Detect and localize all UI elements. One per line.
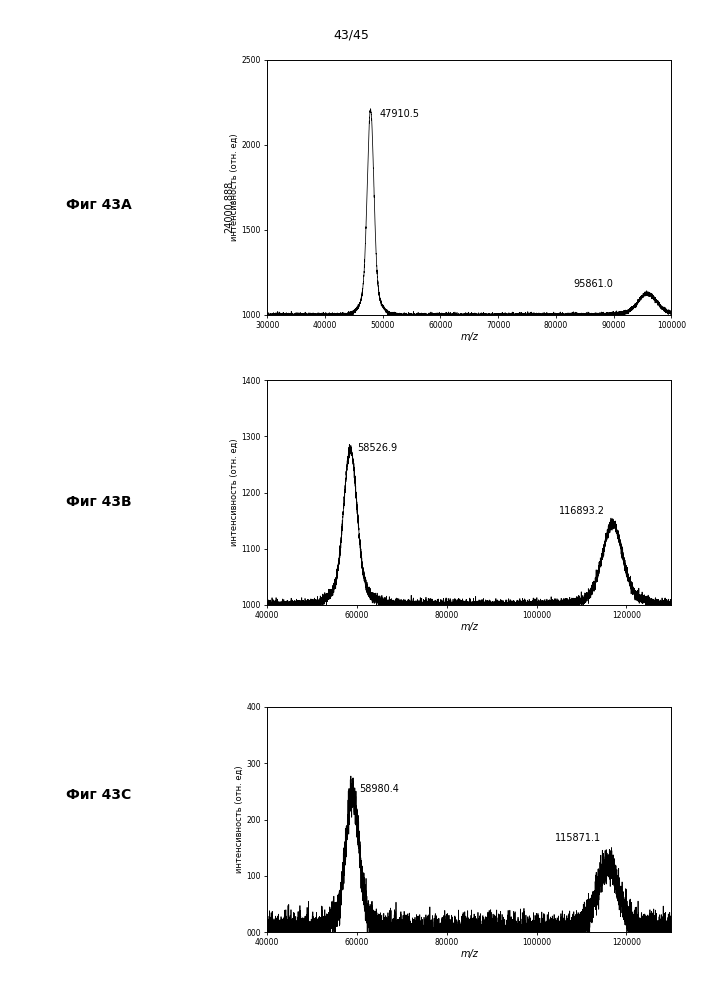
Text: 115871.1: 115871.1 — [555, 833, 601, 843]
X-axis label: m/z: m/z — [460, 949, 478, 959]
Y-axis label: интенсивность (отн. ед): интенсивность (отн. ед) — [235, 766, 243, 873]
Text: 24000,888: 24000,888 — [224, 181, 235, 233]
Text: 58526.9: 58526.9 — [357, 443, 397, 453]
Text: Фиг 43C: Фиг 43C — [66, 788, 131, 802]
Text: Фиг 43A: Фиг 43A — [65, 198, 131, 212]
Text: 43/45: 43/45 — [333, 28, 370, 41]
X-axis label: m/z: m/z — [460, 622, 478, 632]
Y-axis label: интенсивность (отн. ед): интенсивность (отн. ед) — [230, 134, 239, 241]
Text: 58980.4: 58980.4 — [359, 784, 399, 794]
Text: 116893.2: 116893.2 — [559, 506, 605, 516]
X-axis label: m/z: m/z — [460, 332, 478, 342]
Text: 95861.0: 95861.0 — [573, 279, 613, 289]
Text: 47910.5: 47910.5 — [380, 109, 420, 119]
Text: Фиг 43B: Фиг 43B — [65, 495, 131, 509]
Y-axis label: интенсивность (отн. ед): интенсивность (отн. ед) — [230, 439, 239, 546]
